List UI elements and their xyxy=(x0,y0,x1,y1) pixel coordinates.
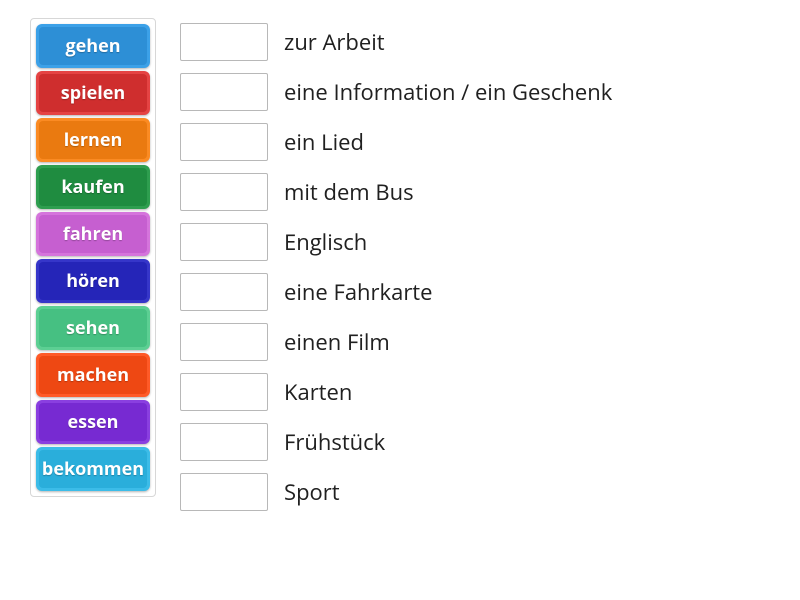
drop-slot[interactable] xyxy=(180,73,268,111)
tiles-container: gehen spielen lernen kaufen fahren hören sehen… xyxy=(30,18,156,497)
word-tile[interactable]: bekommen xyxy=(36,447,150,491)
drop-slot[interactable] xyxy=(180,123,268,161)
word-tile[interactable]: hören xyxy=(36,259,150,303)
word-tile-label: sehen xyxy=(39,309,147,347)
word-tile[interactable]: kaufen xyxy=(36,165,150,209)
target-phrase: Karten xyxy=(284,377,352,407)
target-phrase: eine Fahrkarte xyxy=(284,277,433,307)
word-tile-label: gehen xyxy=(39,27,147,65)
word-tile-label: fahren xyxy=(39,215,147,253)
word-tile[interactable]: sehen xyxy=(36,306,150,350)
targets-container: zur Arbeit eine Information / ein Geschen… xyxy=(180,18,612,514)
drop-slot[interactable] xyxy=(180,423,268,461)
drop-slot[interactable] xyxy=(180,323,268,361)
target-row: einen Film xyxy=(180,320,612,364)
word-tile-label: lernen xyxy=(39,121,147,159)
target-row: eine Information / ein Geschenk xyxy=(180,70,612,114)
drop-slot[interactable] xyxy=(180,173,268,211)
word-tile[interactable]: lernen xyxy=(36,118,150,162)
target-row: Frühstück xyxy=(180,420,612,464)
word-tile[interactable]: essen xyxy=(36,400,150,444)
word-tile-label: bekommen xyxy=(39,450,147,488)
target-row: mit dem Bus xyxy=(180,170,612,214)
target-row: Karten xyxy=(180,370,612,414)
target-phrase: Frühstück xyxy=(284,427,385,457)
word-tile-label: spielen xyxy=(39,74,147,112)
target-row: eine Fahrkarte xyxy=(180,270,612,314)
target-phrase: Englisch xyxy=(284,227,367,257)
drop-slot[interactable] xyxy=(180,23,268,61)
target-row: Sport xyxy=(180,470,612,514)
drop-slot[interactable] xyxy=(180,273,268,311)
word-tile-label: machen xyxy=(39,356,147,394)
target-row: zur Arbeit xyxy=(180,20,612,64)
target-phrase: ein Lied xyxy=(284,127,364,157)
target-phrase: einen Film xyxy=(284,327,390,357)
word-tile-label: kaufen xyxy=(39,168,147,206)
target-row: Englisch xyxy=(180,220,612,264)
word-tile-label: essen xyxy=(39,403,147,441)
word-tile-label: hören xyxy=(39,262,147,300)
word-tile[interactable]: fahren xyxy=(36,212,150,256)
word-tile[interactable]: spielen xyxy=(36,71,150,115)
target-phrase: Sport xyxy=(284,477,340,507)
word-tile[interactable]: machen xyxy=(36,353,150,397)
drop-slot[interactable] xyxy=(180,373,268,411)
exercise-wrap: gehen spielen lernen kaufen fahren hören sehen… xyxy=(30,18,770,514)
target-phrase: zur Arbeit xyxy=(284,27,385,57)
drop-slot[interactable] xyxy=(180,473,268,511)
target-row: ein Lied xyxy=(180,120,612,164)
target-phrase: mit dem Bus xyxy=(284,177,414,207)
word-tile[interactable]: gehen xyxy=(36,24,150,68)
drop-slot[interactable] xyxy=(180,223,268,261)
target-phrase: eine Information / ein Geschenk xyxy=(284,77,612,107)
